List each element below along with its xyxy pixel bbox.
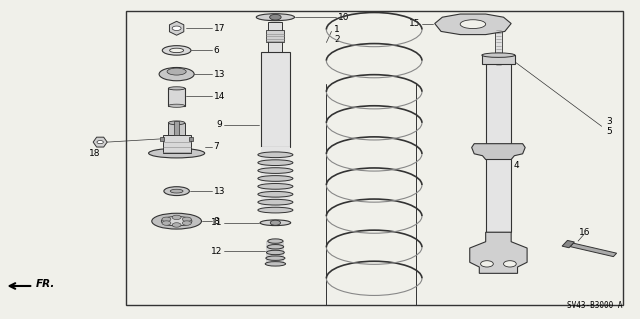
Ellipse shape bbox=[258, 199, 293, 205]
Bar bbox=[125, 11, 623, 305]
Ellipse shape bbox=[152, 213, 202, 229]
Ellipse shape bbox=[258, 176, 293, 181]
Circle shape bbox=[162, 221, 171, 225]
Text: 17: 17 bbox=[214, 24, 225, 33]
Text: 14: 14 bbox=[214, 92, 225, 101]
Circle shape bbox=[269, 14, 281, 20]
Ellipse shape bbox=[256, 14, 294, 21]
Text: 8: 8 bbox=[214, 217, 220, 226]
Ellipse shape bbox=[161, 216, 192, 226]
Ellipse shape bbox=[167, 68, 186, 75]
Bar bbox=[160, 137, 164, 141]
Text: 3: 3 bbox=[607, 117, 612, 126]
Bar bbox=[174, 121, 179, 135]
Bar bbox=[482, 55, 515, 64]
Ellipse shape bbox=[268, 239, 283, 243]
Ellipse shape bbox=[168, 104, 185, 107]
Text: 13: 13 bbox=[214, 187, 225, 196]
Ellipse shape bbox=[266, 250, 284, 255]
Ellipse shape bbox=[258, 191, 293, 197]
Polygon shape bbox=[562, 241, 574, 248]
Ellipse shape bbox=[482, 53, 515, 57]
Ellipse shape bbox=[460, 20, 486, 29]
Bar bbox=[266, 30, 284, 42]
Text: 1: 1 bbox=[334, 25, 340, 34]
Ellipse shape bbox=[163, 46, 191, 55]
Text: 18: 18 bbox=[90, 149, 101, 158]
Ellipse shape bbox=[258, 152, 293, 158]
Ellipse shape bbox=[168, 87, 185, 90]
Text: 11: 11 bbox=[211, 218, 223, 227]
Bar bbox=[163, 135, 191, 153]
Polygon shape bbox=[170, 21, 184, 35]
Bar bbox=[268, 22, 282, 52]
Polygon shape bbox=[93, 137, 107, 147]
Ellipse shape bbox=[258, 160, 293, 166]
Ellipse shape bbox=[170, 189, 183, 193]
Circle shape bbox=[504, 261, 516, 267]
Ellipse shape bbox=[168, 121, 185, 125]
Circle shape bbox=[481, 261, 493, 267]
Circle shape bbox=[182, 217, 191, 221]
Text: 9: 9 bbox=[217, 120, 223, 129]
Ellipse shape bbox=[265, 262, 285, 266]
Bar bbox=[261, 147, 290, 210]
Text: 16: 16 bbox=[579, 228, 590, 237]
Text: 12: 12 bbox=[211, 247, 223, 256]
Text: 15: 15 bbox=[408, 19, 420, 28]
Ellipse shape bbox=[258, 183, 293, 189]
Circle shape bbox=[162, 217, 171, 221]
Text: 10: 10 bbox=[338, 13, 349, 22]
Text: 4: 4 bbox=[513, 161, 518, 170]
Circle shape bbox=[172, 26, 181, 31]
Bar bbox=[486, 58, 511, 144]
Bar bbox=[168, 88, 185, 106]
Polygon shape bbox=[472, 144, 525, 160]
Bar bbox=[266, 241, 284, 264]
Polygon shape bbox=[570, 243, 616, 256]
Text: FR.: FR. bbox=[36, 279, 55, 289]
Bar bbox=[261, 52, 290, 147]
Polygon shape bbox=[435, 14, 511, 34]
Circle shape bbox=[172, 215, 181, 219]
Ellipse shape bbox=[170, 48, 184, 53]
Text: 6: 6 bbox=[214, 46, 220, 55]
Text: 5: 5 bbox=[607, 127, 612, 136]
Ellipse shape bbox=[266, 256, 285, 260]
Bar bbox=[495, 27, 502, 55]
Circle shape bbox=[182, 221, 191, 225]
Circle shape bbox=[172, 223, 181, 227]
Ellipse shape bbox=[258, 168, 293, 174]
Bar bbox=[486, 144, 511, 232]
Circle shape bbox=[97, 141, 103, 144]
Ellipse shape bbox=[258, 207, 293, 213]
Text: 7: 7 bbox=[214, 142, 220, 151]
Text: SV43-B3000 A: SV43-B3000 A bbox=[567, 301, 623, 310]
Ellipse shape bbox=[159, 68, 194, 81]
Ellipse shape bbox=[148, 148, 205, 158]
Bar bbox=[189, 137, 193, 141]
Ellipse shape bbox=[267, 245, 284, 249]
Ellipse shape bbox=[260, 220, 291, 226]
Text: 13: 13 bbox=[214, 70, 225, 78]
Polygon shape bbox=[470, 232, 527, 273]
Circle shape bbox=[270, 220, 280, 225]
Bar bbox=[168, 123, 185, 135]
Ellipse shape bbox=[164, 187, 189, 196]
Text: 2: 2 bbox=[334, 35, 340, 44]
